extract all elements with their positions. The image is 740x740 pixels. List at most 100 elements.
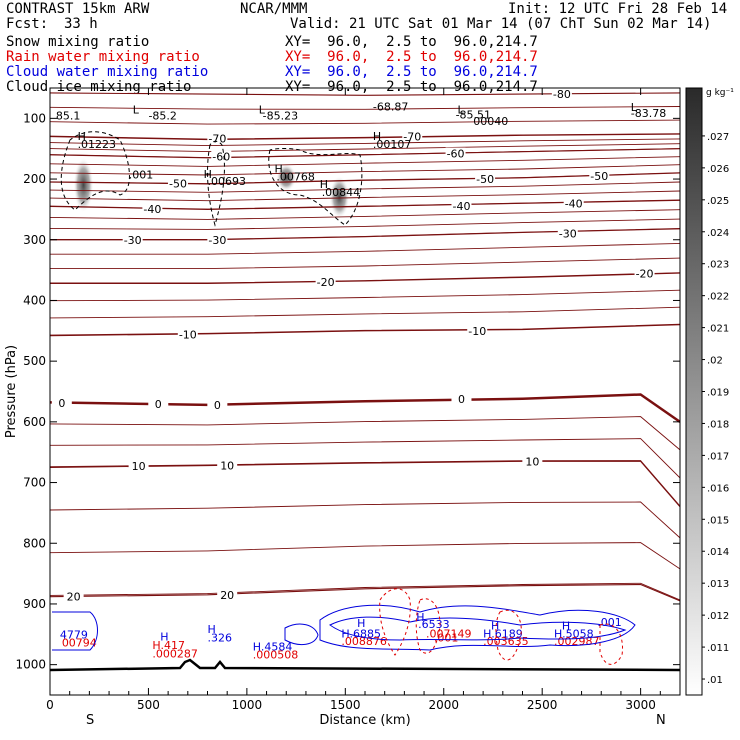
isotherm--10 bbox=[50, 324, 680, 337]
extrema-label: H bbox=[208, 623, 216, 636]
snow-shading bbox=[73, 157, 94, 213]
isotherm-label-bg bbox=[557, 227, 578, 239]
cloud-water-contour bbox=[52, 611, 98, 651]
colorbar-label: .018 bbox=[707, 419, 729, 430]
extrema-label: 85.1 bbox=[56, 110, 81, 123]
isotherm-minor bbox=[50, 138, 680, 147]
extrema-label: H bbox=[373, 130, 381, 143]
y-axis-title: Pressure (hPa) bbox=[4, 345, 19, 438]
isotherm-minor bbox=[50, 228, 680, 240]
y-tick-label: 1000 bbox=[15, 658, 46, 672]
extrema-label: .326 bbox=[208, 632, 233, 645]
isotherm-minor bbox=[50, 416, 680, 451]
isotherm-label-bg bbox=[63, 590, 84, 602]
isotherm-label: -40 bbox=[565, 197, 583, 210]
extrema-label: .001 bbox=[597, 616, 622, 629]
isotherm-label: -30 bbox=[559, 228, 577, 241]
field-cloudice-xy: XY= 96.0, 2.5 to 96.0,214.7 bbox=[285, 79, 538, 95]
extrema-label: H.5058 bbox=[554, 627, 594, 640]
extrema-label: L bbox=[133, 103, 140, 116]
colorbar-label: .022 bbox=[707, 292, 729, 303]
extrema-label: .00844 bbox=[322, 186, 361, 199]
isotherm-label-bg bbox=[217, 459, 238, 471]
isotherm-minor bbox=[50, 209, 680, 220]
isotherm-10 bbox=[50, 460, 680, 508]
y-tick-label: 100 bbox=[23, 111, 46, 125]
field-snow-name: Snow mixing ratio bbox=[6, 34, 150, 50]
y-tick-label: 700 bbox=[23, 476, 46, 490]
isotherm-minor bbox=[50, 542, 680, 570]
x-axis-title: Distance (km) bbox=[319, 713, 410, 728]
isotherm-label: 20 bbox=[220, 589, 234, 602]
extrema-label: H bbox=[78, 130, 86, 143]
isotherm-minor bbox=[50, 190, 680, 202]
isotherm-label-bg bbox=[167, 177, 188, 189]
colorbar-label: .014 bbox=[707, 547, 729, 558]
isotherm-label: -10 bbox=[468, 325, 486, 338]
extrema-label: -68.87 bbox=[373, 100, 408, 113]
snow-shading bbox=[329, 176, 350, 219]
isotherm-label-bg bbox=[451, 199, 472, 211]
colorbar-label: .024 bbox=[707, 228, 729, 239]
extrema-label: .001 bbox=[129, 168, 154, 181]
extrema-label: H bbox=[274, 162, 282, 175]
isotherm-label: -80 bbox=[553, 88, 571, 101]
isotherm-label: -40 bbox=[452, 200, 470, 213]
colorbar-label: .015 bbox=[707, 515, 729, 526]
isotherm-label-bg bbox=[551, 88, 572, 100]
isotherm-minor bbox=[50, 242, 680, 255]
terrain-line bbox=[49, 658, 681, 672]
isotherm-label-bg bbox=[445, 147, 466, 159]
extrema-label: .00693 bbox=[208, 175, 247, 188]
isotherm-minor bbox=[50, 181, 680, 193]
colorbar-label: .021 bbox=[707, 324, 729, 335]
extrema-label: -85.23 bbox=[263, 110, 298, 123]
forecast-label: Fcst: bbox=[6, 16, 49, 32]
isotherm-label-bg bbox=[207, 132, 228, 144]
isotherm-minor bbox=[50, 218, 680, 230]
x-tick-label: 2000 bbox=[428, 698, 459, 712]
extrema-label: H bbox=[160, 630, 168, 643]
isotherm-label: 10 bbox=[220, 460, 234, 473]
cloud-water-contour bbox=[329, 616, 627, 641]
y-tick-label: 200 bbox=[23, 172, 46, 186]
y-tick-label: 800 bbox=[23, 536, 46, 550]
isotherm-label: -40 bbox=[143, 203, 161, 216]
isotherm-label-bg bbox=[211, 150, 232, 162]
y-tick-label: 300 bbox=[23, 233, 46, 247]
isotherm-label-bg bbox=[128, 460, 149, 472]
colorbar-label: .02 bbox=[707, 356, 723, 367]
isotherm-minor bbox=[50, 143, 680, 153]
field-rain-name: Rain water mixing ratio bbox=[6, 49, 200, 65]
isotherm-label: -60 bbox=[212, 151, 230, 164]
isotherm-minor bbox=[50, 148, 680, 159]
extrema-label: -85.51 bbox=[456, 108, 491, 121]
isotherm-label: -50 bbox=[476, 173, 494, 186]
colorbar-label: .016 bbox=[707, 483, 729, 494]
colorbar-unit: g kg⁻¹ bbox=[706, 88, 734, 98]
colorbar-label: .01 bbox=[707, 675, 723, 686]
isotherm-label-bg bbox=[217, 588, 238, 600]
isotherm-minor bbox=[50, 289, 680, 302]
isotherm-label-bg bbox=[207, 398, 228, 410]
isotherm-label: -20 bbox=[636, 268, 654, 281]
field-rain-xy: XY= 96.0, 2.5 to 96.0,214.7 bbox=[285, 49, 538, 65]
isotherm-label-bg bbox=[142, 202, 163, 214]
isotherm-label: 0 bbox=[155, 398, 162, 411]
cloud-water-contour bbox=[284, 623, 319, 646]
x-tick-label: 1000 bbox=[232, 698, 263, 712]
extrema-label: .001 bbox=[434, 632, 459, 645]
extrema-label: H bbox=[357, 617, 365, 630]
isotherm-label: -60 bbox=[447, 148, 465, 161]
isotherm-minor bbox=[50, 460, 680, 507]
extrema-label: .00107 bbox=[373, 138, 412, 151]
extrema-label: H.4584 bbox=[253, 641, 293, 654]
extrema-label: .01223 bbox=[78, 138, 117, 151]
isotherm-label-bg bbox=[177, 328, 198, 340]
colorbar-label: .026 bbox=[707, 164, 729, 175]
isotherm-label: 0 bbox=[458, 393, 465, 406]
isotherm-label-bg bbox=[148, 398, 169, 410]
north-label: N bbox=[656, 713, 666, 728]
init-time: Init: 12 UTC Fri 28 Feb 14 bbox=[508, 1, 728, 17]
